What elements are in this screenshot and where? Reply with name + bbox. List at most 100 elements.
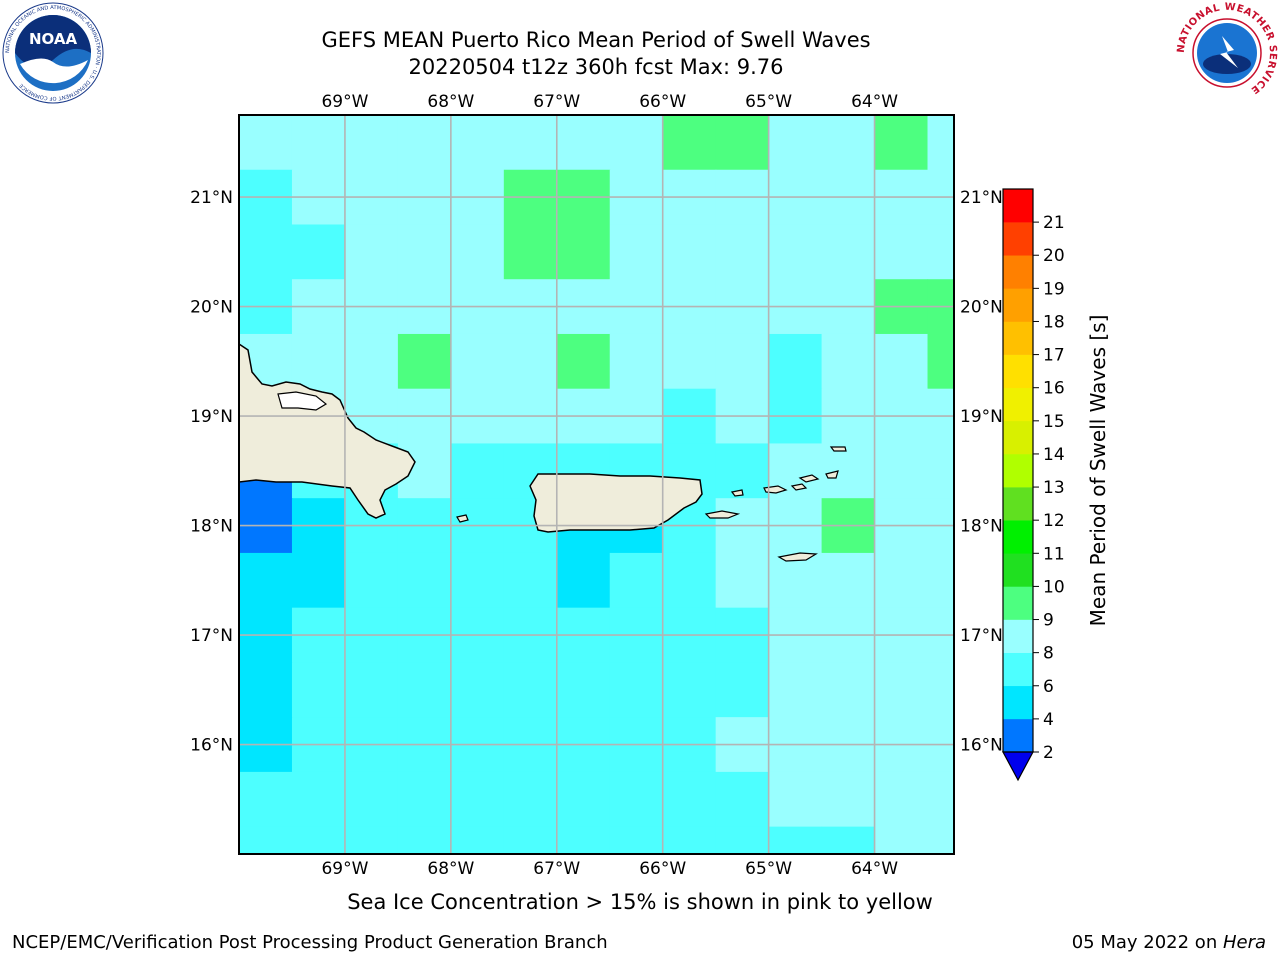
field-cell bbox=[450, 443, 505, 499]
land-anegada bbox=[829, 446, 847, 452]
lon-tick-label-bottom: 69°W bbox=[321, 859, 368, 879]
colorbar-segment bbox=[1003, 718, 1033, 753]
field-cell bbox=[609, 552, 664, 609]
field-cell bbox=[239, 224, 293, 280]
colorbar-segment bbox=[1003, 520, 1033, 554]
field-cell bbox=[291, 224, 346, 280]
field-cell bbox=[450, 552, 505, 609]
colorbar-segment bbox=[1003, 619, 1033, 653]
colorbar-tick-label: 9 bbox=[1043, 611, 1054, 631]
field-cell bbox=[397, 662, 452, 718]
field-cell bbox=[662, 552, 717, 609]
field-cell bbox=[239, 662, 293, 718]
colorbar-label: Mean Period of Swell Waves [s] bbox=[1086, 315, 1110, 627]
lat-tick-label-left: 18°N bbox=[190, 517, 233, 537]
field-cell bbox=[556, 662, 611, 718]
field-cell bbox=[927, 662, 954, 718]
land-hispaniola bbox=[239, 343, 416, 519]
field-cell bbox=[821, 771, 876, 828]
colorbar-tick-label: 2 bbox=[1043, 743, 1054, 763]
field-cell bbox=[927, 115, 954, 171]
field-cell bbox=[503, 662, 558, 718]
noaa-logo: NOAA NATIONAL OCEANIC AND ATMOSPHERIC AD… bbox=[2, 2, 104, 104]
colorbar-segment bbox=[1003, 420, 1033, 455]
field-cell bbox=[768, 771, 823, 828]
land-samana-bay bbox=[277, 391, 328, 411]
colorbar: 2 4 6 8 9 10 11 12 13 14 15 16 17 18 19 20 21 Mean Period… bbox=[1001, 188, 1110, 782]
lon-tick-label-top: 69°W bbox=[321, 92, 368, 112]
field-cell bbox=[768, 826, 823, 854]
field-cell bbox=[503, 826, 558, 854]
lon-tick-label-bottom: 68°W bbox=[427, 859, 474, 879]
field-cell bbox=[397, 552, 452, 609]
field-cell bbox=[662, 115, 717, 171]
land-tortola bbox=[798, 474, 820, 483]
field-cell bbox=[344, 662, 399, 718]
field-cell bbox=[344, 771, 399, 828]
field-cell bbox=[609, 826, 664, 854]
field-cell bbox=[821, 443, 876, 499]
field-cell bbox=[344, 826, 399, 854]
field-cell bbox=[874, 826, 929, 854]
lon-tick-label-bottom: 65°W bbox=[745, 859, 792, 879]
chart-title: GEFS MEAN Puerto Rico Mean Period of Swe… bbox=[321, 28, 871, 52]
field-cell bbox=[609, 333, 664, 390]
field-cell bbox=[715, 826, 770, 854]
field-cell bbox=[397, 826, 452, 854]
map-gridlines bbox=[239, 115, 954, 854]
colorbar-tick-label: 8 bbox=[1043, 644, 1054, 664]
field-cell bbox=[450, 333, 505, 390]
field-cell bbox=[450, 826, 505, 854]
field-cell bbox=[927, 224, 954, 280]
field-cell bbox=[397, 333, 452, 390]
field-cell bbox=[927, 826, 954, 854]
field-cell bbox=[874, 333, 929, 390]
colorbar-tick-label: 12 bbox=[1043, 511, 1065, 531]
colorbar-tick-label: 20 bbox=[1043, 246, 1065, 266]
colorbar-tick-label: 19 bbox=[1043, 279, 1065, 299]
field-cell bbox=[715, 115, 770, 171]
colorbar-segment bbox=[1003, 321, 1033, 355]
map-frame bbox=[238, 114, 955, 855]
field-cell bbox=[397, 115, 452, 171]
nws-logo: NATIONAL WEATHER SERVICE bbox=[1176, 2, 1278, 103]
lat-tick-label-right: 19°N bbox=[960, 407, 1003, 427]
lon-tick-label-bottom: 66°W bbox=[639, 859, 686, 879]
colorbar-min-extension bbox=[1001, 751, 1035, 782]
field-cell bbox=[768, 115, 823, 171]
field-cell bbox=[821, 333, 876, 390]
field-cell bbox=[821, 826, 876, 854]
run-date: 05 May 2022 on Hera bbox=[1072, 932, 1266, 953]
land-st-croix bbox=[777, 552, 818, 562]
field-cell bbox=[344, 224, 399, 280]
lat-tick-label-left: 16°N bbox=[190, 736, 233, 756]
lat-tick-label-left: 19°N bbox=[190, 407, 233, 427]
field-cell bbox=[291, 771, 346, 828]
field-cell bbox=[768, 333, 823, 390]
field-cell bbox=[450, 115, 505, 171]
lon-tick-label-bottom: 64°W bbox=[851, 859, 898, 879]
field-cell bbox=[609, 771, 664, 828]
field-cell bbox=[503, 224, 558, 280]
field-cell bbox=[821, 662, 876, 718]
land-virgin-gorda bbox=[825, 470, 839, 479]
run-date-text: 05 May 2022 on bbox=[1071, 932, 1223, 953]
field-cell bbox=[291, 333, 346, 390]
chart-subtitle: 20220504 t12z 360h fcst Max: 9.76 bbox=[408, 55, 784, 79]
noaa-logo-text: NOAA bbox=[29, 30, 78, 48]
field-cell bbox=[927, 552, 954, 609]
field-cell bbox=[239, 826, 293, 854]
land-vieques bbox=[704, 510, 741, 519]
field-cell bbox=[821, 115, 876, 171]
lat-tick-label-right: 21°N bbox=[960, 188, 1003, 208]
field-cell bbox=[874, 552, 929, 609]
field-cell bbox=[927, 333, 954, 390]
field-cell bbox=[344, 552, 399, 609]
lat-tick-label-right: 20°N bbox=[960, 298, 1003, 318]
field-cell bbox=[715, 224, 770, 280]
colorbar-segment bbox=[1003, 453, 1033, 488]
field-cell bbox=[291, 552, 346, 609]
sea-ice-caption: Sea Ice Concentration > 15% is shown in … bbox=[347, 890, 933, 914]
field-cell bbox=[239, 115, 293, 171]
colorbar-segment bbox=[1003, 652, 1033, 687]
